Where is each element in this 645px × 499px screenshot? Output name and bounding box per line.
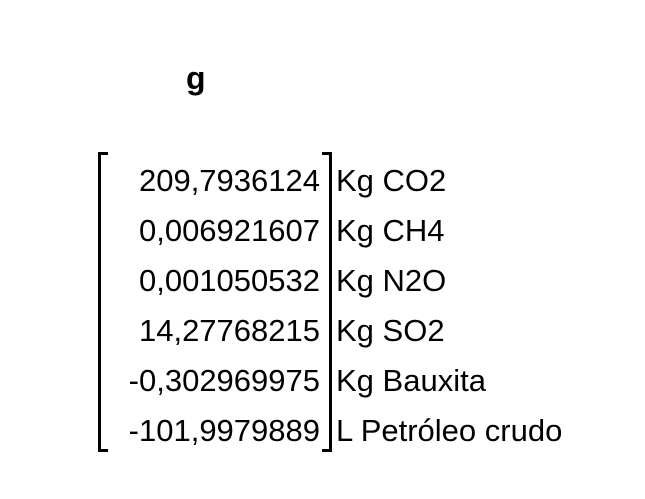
value-cell-co2: 209,7936124 (138, 163, 320, 198)
right-bracket (322, 152, 332, 452)
unit-label-so2: Kg SO2 (336, 313, 445, 348)
unit-column: Kg CO2 Kg CH4 Kg N2O Kg SO2 Kg Bauxita L… (336, 156, 562, 456)
value-cell-ch4: 0,006921607 (138, 213, 320, 248)
value-cell-petroleo: -101,9979889 (128, 413, 320, 448)
left-bracket (98, 152, 108, 452)
value-column: 209,7936124 0,006921607 0,001050532 14,2… (102, 156, 320, 456)
unit-label-co2: Kg CO2 (336, 163, 447, 198)
unit-label-n2o: Kg N2O (336, 263, 447, 298)
unit-label-bauxita: Kg Bauxita (336, 363, 486, 398)
unit-label-petroleo: L Petróleo crudo (336, 413, 563, 448)
value-cell-bauxita: -0,302969975 (128, 363, 320, 398)
unit-label-ch4: Kg CH4 (336, 213, 445, 248)
value-cell-n2o: 0,001050532 (138, 263, 320, 298)
matrix-title: g (186, 60, 206, 96)
value-cell-so2: 14,27768215 (138, 313, 320, 348)
vector-matrix: 209,7936124 0,006921607 0,001050532 14,2… (98, 152, 332, 452)
